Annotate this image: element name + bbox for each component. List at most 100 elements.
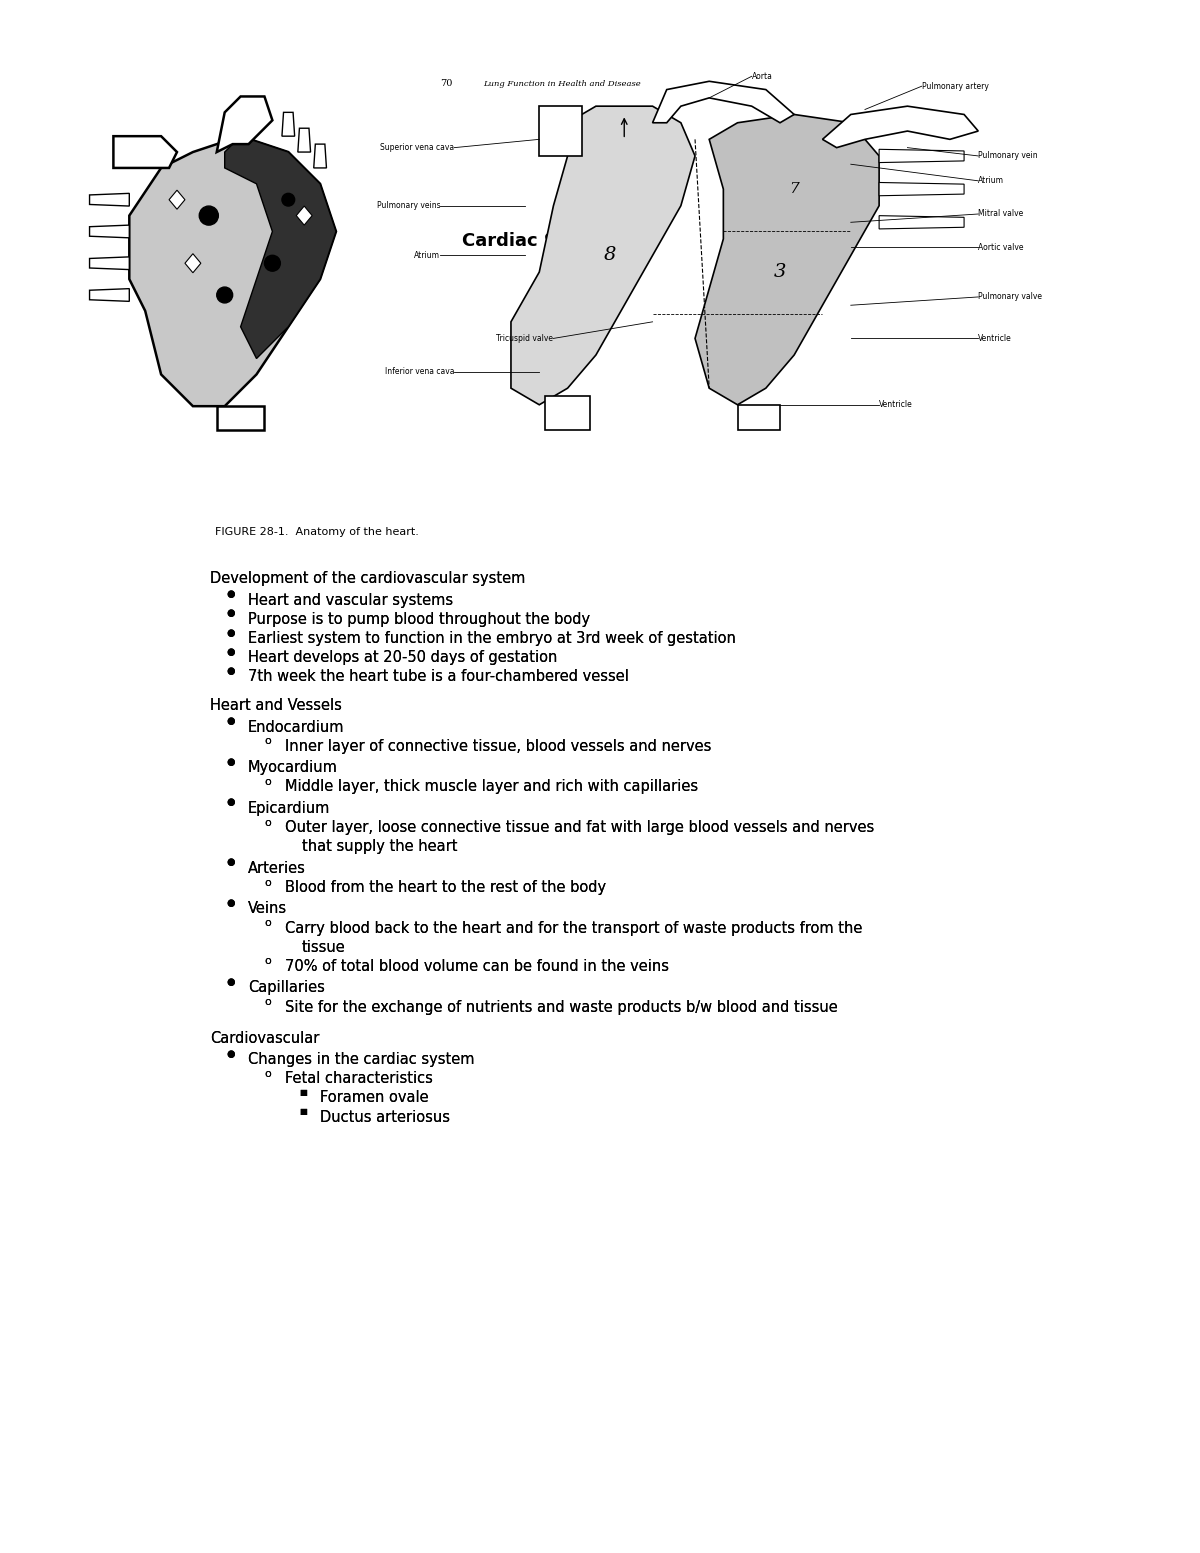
Text: Ventricle: Ventricle — [880, 401, 913, 410]
Text: ●: ● — [227, 666, 235, 676]
Text: Changes in the cardiac system: Changes in the cardiac system — [247, 1051, 474, 1067]
Text: 7: 7 — [790, 182, 799, 196]
Polygon shape — [130, 137, 336, 407]
Polygon shape — [224, 137, 336, 359]
Text: Foramen ovale: Foramen ovale — [320, 1090, 428, 1106]
Polygon shape — [282, 112, 295, 137]
Polygon shape — [545, 396, 590, 430]
Circle shape — [264, 255, 281, 272]
Text: ●: ● — [227, 857, 235, 867]
Text: Heart and vascular systems: Heart and vascular systems — [247, 593, 452, 607]
Text: Cardiovascular: Cardiovascular — [210, 1031, 320, 1045]
Text: ●: ● — [227, 589, 235, 599]
Text: ●: ● — [227, 646, 235, 657]
Text: o: o — [265, 818, 271, 828]
Text: o: o — [265, 1068, 271, 1079]
Text: Veins: Veins — [247, 901, 287, 916]
Text: o: o — [265, 877, 271, 887]
Text: o: o — [265, 997, 271, 1006]
Text: Inferior vena cava: Inferior vena cava — [385, 367, 455, 376]
Text: Changes in the cardiac system: Changes in the cardiac system — [247, 1051, 474, 1067]
Text: o: o — [265, 957, 271, 966]
Polygon shape — [169, 189, 185, 210]
Text: Pulmonary artery: Pulmonary artery — [922, 82, 989, 90]
Text: Atrium: Atrium — [978, 177, 1004, 185]
Text: Inner layer of connective tissue, blood vessels and nerves: Inner layer of connective tissue, blood … — [284, 739, 712, 753]
Text: Outer layer, loose connective tissue and fat with large blood vessels and nerves: Outer layer, loose connective tissue and… — [284, 820, 874, 836]
Text: Earliest system to function in the embryo at 3rd week of gestation: Earliest system to function in the embry… — [247, 631, 736, 646]
Text: Aortic valve: Aortic valve — [978, 242, 1024, 252]
Text: o: o — [265, 918, 271, 929]
Polygon shape — [185, 253, 200, 273]
Text: FIGURE 28-1.  Anatomy of the heart.: FIGURE 28-1. Anatomy of the heart. — [215, 526, 419, 537]
Text: Fetal characteristics: Fetal characteristics — [284, 1072, 433, 1086]
Text: Heart and vascular systems: Heart and vascular systems — [247, 593, 452, 607]
Text: Carry blood back to the heart and for the transport of waste products from the: Carry blood back to the heart and for th… — [284, 921, 863, 935]
Text: Development of the cardiovascular system: Development of the cardiovascular system — [210, 572, 526, 587]
Polygon shape — [114, 137, 178, 168]
Text: ■: ■ — [300, 1089, 307, 1096]
Text: Pulmonary valve: Pulmonary valve — [978, 292, 1043, 301]
Polygon shape — [90, 289, 130, 301]
Text: o: o — [265, 997, 271, 1006]
Text: Blood from the heart to the rest of the body: Blood from the heart to the rest of the … — [284, 881, 606, 895]
Text: Mitral valve: Mitral valve — [978, 210, 1024, 219]
Text: ●: ● — [227, 898, 235, 909]
Text: Middle layer, thick muscle layer and rich with capillaries: Middle layer, thick muscle layer and ric… — [284, 780, 698, 795]
Polygon shape — [738, 405, 780, 430]
Polygon shape — [217, 96, 272, 152]
Polygon shape — [695, 115, 880, 405]
Text: tissue: tissue — [301, 940, 346, 955]
Text: o: o — [265, 736, 271, 747]
Text: Ductus arteriosus: Ductus arteriosus — [320, 1109, 450, 1124]
Text: o: o — [265, 877, 271, 887]
Text: Lung Function in Health and Disease: Lung Function in Health and Disease — [482, 81, 641, 89]
Text: 7th week the heart tube is a four-chambered vessel: 7th week the heart tube is a four-chambe… — [247, 669, 629, 685]
Text: Endocardium: Endocardium — [247, 719, 344, 735]
Text: Blood from the heart to the rest of the body: Blood from the heart to the rest of the … — [284, 881, 606, 895]
Text: o: o — [265, 918, 271, 929]
Text: 70% of total blood volume can be found in the veins: 70% of total blood volume can be found i… — [284, 958, 668, 974]
Polygon shape — [296, 207, 312, 225]
Text: Carry blood back to the heart and for the transport of waste products from the: Carry blood back to the heart and for th… — [284, 921, 863, 935]
Text: ●: ● — [227, 977, 235, 986]
Text: Epicardium: Epicardium — [247, 801, 330, 815]
Text: o: o — [265, 818, 271, 828]
Text: Site for the exchange of nutrients and waste products b/w blood and tissue: Site for the exchange of nutrients and w… — [284, 1000, 838, 1014]
Text: ●: ● — [227, 857, 235, 867]
Text: Inner layer of connective tissue, blood vessels and nerves: Inner layer of connective tissue, blood … — [284, 739, 712, 753]
Text: that supply the heart: that supply the heart — [301, 839, 457, 854]
Text: Capillaries: Capillaries — [247, 980, 324, 995]
Text: Pulmonary veins: Pulmonary veins — [377, 202, 440, 210]
Polygon shape — [90, 194, 130, 207]
Text: Heart and Vessels: Heart and Vessels — [210, 699, 342, 713]
Text: 70: 70 — [440, 79, 452, 89]
Text: 70% of total blood volume can be found in the veins: 70% of total blood volume can be found i… — [284, 958, 668, 974]
Polygon shape — [90, 225, 130, 238]
Text: ●: ● — [227, 716, 235, 727]
Text: Arteries: Arteries — [247, 860, 306, 876]
Text: 7th week the heart tube is a four-chambered vessel: 7th week the heart tube is a four-chambe… — [247, 669, 629, 685]
Text: Outer layer, loose connective tissue and fat with large blood vessels and nerves: Outer layer, loose connective tissue and… — [284, 820, 874, 836]
Text: Arteries: Arteries — [247, 860, 306, 876]
Text: ■: ■ — [300, 1107, 307, 1117]
Text: o: o — [265, 957, 271, 966]
Polygon shape — [313, 144, 326, 168]
Text: Middle layer, thick muscle layer and rich with capillaries: Middle layer, thick muscle layer and ric… — [284, 780, 698, 795]
Text: 8: 8 — [604, 247, 617, 264]
Text: o: o — [265, 736, 271, 747]
Text: o: o — [265, 776, 271, 787]
Text: Heart develops at 20-50 days of gestation: Heart develops at 20-50 days of gestatio… — [247, 651, 557, 665]
Text: Purpose is to pump blood throughout the body: Purpose is to pump blood throughout the … — [247, 612, 589, 627]
Polygon shape — [880, 149, 964, 163]
Text: o: o — [265, 776, 271, 787]
Text: Development of the cardiovascular system: Development of the cardiovascular system — [210, 572, 526, 587]
Text: ■: ■ — [300, 1089, 307, 1096]
Text: ●: ● — [227, 797, 235, 808]
Text: Heart develops at 20-50 days of gestation: Heart develops at 20-50 days of gestatio… — [247, 651, 557, 665]
Text: Foramen ovale: Foramen ovale — [320, 1090, 428, 1106]
Text: Myocardium: Myocardium — [247, 761, 337, 775]
Polygon shape — [298, 129, 311, 152]
Text: tissue: tissue — [301, 940, 346, 955]
Text: ●: ● — [227, 1048, 235, 1059]
